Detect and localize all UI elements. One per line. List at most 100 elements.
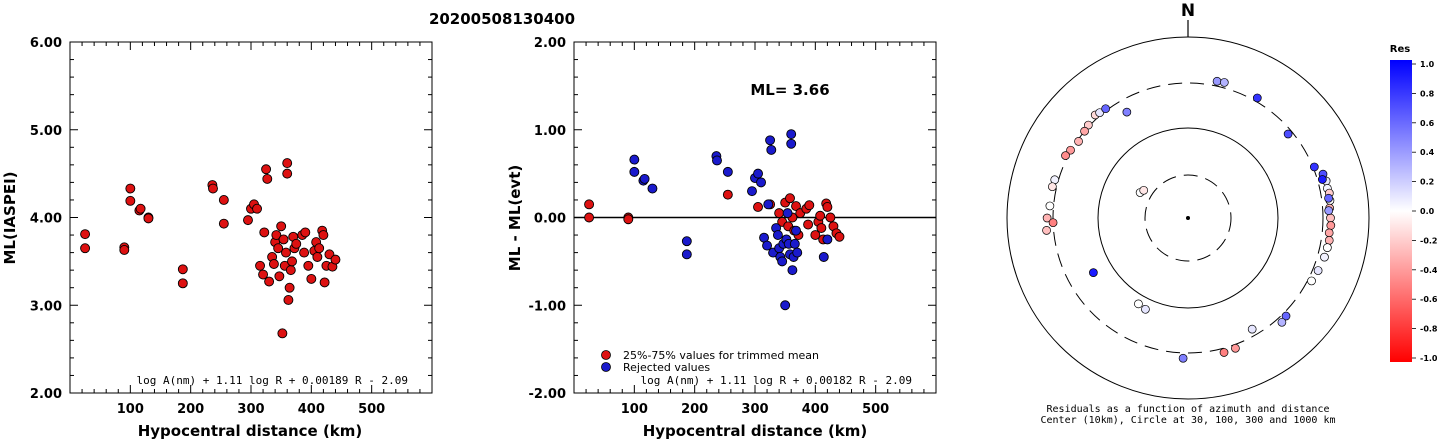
epicenter-marker	[1186, 216, 1190, 220]
station-marker	[1089, 268, 1098, 277]
colorbar-tick-label: -0.4	[1420, 266, 1437, 275]
data-point	[786, 129, 797, 140]
data-point	[722, 166, 733, 177]
x-tick-label: 100	[117, 402, 144, 417]
colorbar-tick-label: -1.0	[1420, 354, 1437, 363]
data-point	[815, 210, 826, 221]
colorbar-gradient	[1390, 60, 1412, 362]
data-point	[765, 135, 776, 146]
station-marker	[1309, 162, 1319, 172]
data-point	[268, 259, 279, 269]
data-point	[284, 282, 295, 293]
ring-300km	[1052, 82, 1324, 354]
colorbar-tick-label: 0.4	[1420, 148, 1435, 157]
station-marker	[1048, 218, 1058, 228]
data-point	[177, 278, 188, 289]
data-point	[252, 203, 262, 214]
ml-annotation: ML= 3.66	[750, 81, 829, 99]
colorbar-tick-label: 0.2	[1420, 178, 1434, 187]
data-point	[283, 295, 294, 305]
data-point	[281, 247, 291, 258]
data-point	[299, 247, 310, 258]
data-point	[330, 254, 341, 265]
station-marker	[1323, 243, 1332, 252]
station-marker	[1307, 276, 1316, 286]
caption-line-2: Center (10km), Circle at 30, 100, 300 an…	[1040, 415, 1335, 426]
colorbar-tick-label: 0.8	[1420, 89, 1435, 98]
data-point	[629, 154, 640, 165]
colorbar-tick-label: 1.0	[1420, 60, 1435, 69]
data-point	[789, 238, 800, 249]
y-tick-label: 2.00	[30, 387, 62, 402]
data-point	[208, 183, 218, 194]
legend-marker-trimmed	[601, 350, 611, 360]
data-point	[262, 173, 273, 184]
ring-1000km	[1006, 36, 1370, 400]
station-marker	[1042, 226, 1051, 235]
data-point	[285, 265, 296, 276]
data-point	[639, 173, 650, 184]
data-point	[834, 231, 845, 242]
data-point	[777, 256, 788, 267]
data-point	[80, 243, 91, 254]
data-point	[774, 208, 785, 219]
data-point	[780, 300, 791, 311]
x-axis-label: Hypocentral distance (km)	[138, 422, 363, 440]
data-point	[218, 194, 229, 205]
data-point	[143, 213, 154, 224]
station-marker	[1219, 348, 1229, 357]
x-tick-label: 400	[802, 402, 829, 417]
station-marker	[1324, 236, 1334, 245]
data-point	[259, 227, 270, 238]
x-axis-label: Hypocentral distance (km)	[643, 422, 868, 440]
data-point	[782, 208, 793, 219]
station-marker	[1045, 201, 1055, 211]
station-marker	[1178, 353, 1188, 363]
y-axis-label: ML - ML(evt)	[506, 165, 524, 271]
data-point	[291, 238, 302, 249]
data-point	[218, 218, 229, 229]
data-point	[278, 234, 289, 245]
caption-line-1: Residuals as a function of azimuth and d…	[1047, 404, 1330, 415]
y-tick-label: 0.00	[534, 212, 566, 227]
data-point	[772, 230, 783, 241]
station-marker	[1061, 151, 1070, 160]
data-point	[722, 189, 733, 200]
data-point	[810, 230, 821, 241]
data-point	[318, 230, 329, 241]
data-point	[243, 215, 253, 226]
data-point	[763, 199, 774, 210]
data-point	[135, 203, 146, 214]
data-point	[80, 229, 91, 240]
data-point	[681, 236, 692, 247]
data-point	[816, 223, 827, 233]
station-marker	[1074, 137, 1083, 146]
data-point	[766, 144, 777, 155]
data-point	[803, 219, 814, 230]
station-marker	[1212, 76, 1222, 86]
station-marker	[1252, 93, 1262, 103]
data-point	[271, 230, 282, 241]
data-point	[125, 183, 136, 194]
data-point	[818, 252, 829, 262]
colorbar-title: Res	[1390, 44, 1410, 55]
data-point	[282, 168, 293, 179]
data-point	[264, 276, 275, 287]
station-marker	[1281, 311, 1291, 321]
x-tick-label: 500	[358, 402, 385, 417]
x-tick-label: 300	[237, 402, 264, 417]
data-point	[119, 245, 130, 255]
station-marker	[1141, 304, 1150, 314]
data-point	[584, 212, 595, 223]
y-tick-label: 2.00	[534, 36, 566, 51]
panel-ml-iaspei: 2.00 3.00 4.00 5.00 6.00 100 200 300 400 500 Hypo…	[1, 36, 433, 440]
data-point	[647, 183, 658, 194]
data-point	[300, 227, 311, 238]
data-point	[792, 247, 803, 258]
data-point	[274, 271, 285, 282]
x-tick-label: 100	[621, 402, 648, 417]
station-marker	[1231, 343, 1240, 353]
data-point	[276, 221, 287, 232]
data-point	[314, 243, 325, 254]
